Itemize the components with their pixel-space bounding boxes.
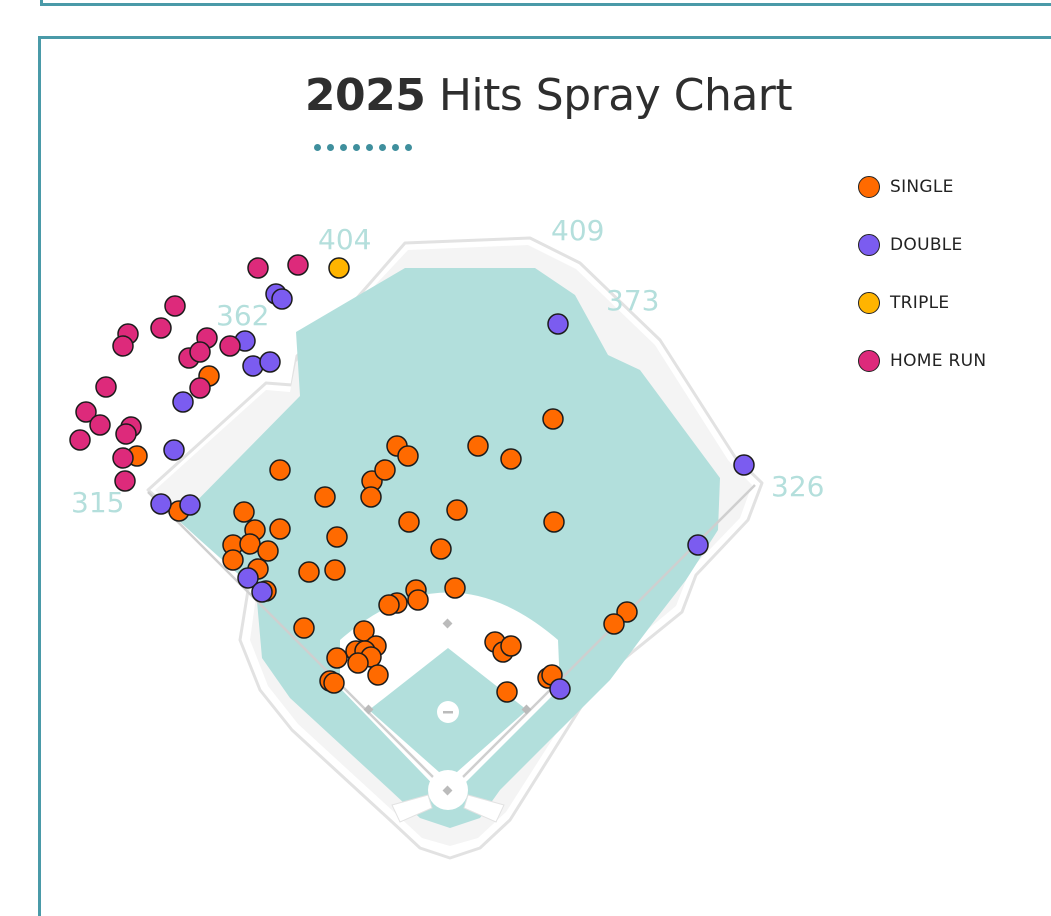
hit-marker-home-run	[150, 317, 172, 339]
hit-marker-home-run	[219, 335, 241, 357]
third-base	[363, 704, 374, 715]
hit-marker-double	[172, 391, 194, 413]
hit-marker-home-run	[114, 470, 136, 492]
legend-item-single: SINGLE	[858, 172, 986, 202]
hit-marker-home-run	[164, 295, 186, 317]
legend-swatch-triple	[858, 292, 880, 314]
hit-marker-single	[269, 518, 291, 540]
hit-marker-home-run	[287, 254, 309, 276]
hit-marker-single	[326, 647, 348, 669]
distance-label-rf: 326	[771, 470, 824, 503]
hit-marker-single	[430, 538, 452, 560]
legend-label-single: SINGLE	[890, 177, 954, 197]
legend-label-triple: TRIPLE	[890, 293, 950, 313]
hit-marker-single	[444, 577, 466, 599]
hit-marker-single	[542, 408, 564, 430]
hit-marker-single	[378, 594, 400, 616]
hit-marker-home-run	[247, 257, 269, 279]
hit-marker-double	[271, 288, 293, 310]
batters-box-left	[391, 794, 433, 823]
hit-markers	[69, 254, 755, 703]
hit-marker-home-run	[115, 423, 137, 445]
title-text: Hits Spray Chart	[438, 70, 793, 121]
hit-marker-single	[543, 511, 565, 533]
hit-marker-single	[233, 501, 255, 523]
hit-marker-single	[446, 499, 468, 521]
hit-marker-single	[603, 613, 625, 635]
legend-item-home-run: HOME RUN	[858, 346, 986, 376]
hit-marker-single	[407, 589, 429, 611]
hit-marker-single	[298, 561, 320, 583]
hit-marker-home-run	[189, 341, 211, 363]
hit-marker-home-run	[95, 376, 117, 398]
pitchers-rubber	[443, 711, 453, 714]
batters-box-right	[463, 794, 505, 823]
hit-marker-single	[293, 617, 315, 639]
hit-marker-single	[500, 635, 522, 657]
hit-marker-double	[179, 494, 201, 516]
top-panel-border	[40, 0, 1051, 6]
hit-marker-home-run	[69, 429, 91, 451]
hit-marker-home-run	[89, 414, 111, 436]
hit-marker-double	[687, 534, 709, 556]
legend-swatch-single	[858, 176, 880, 198]
legend-swatch-double	[858, 234, 880, 256]
distance-label-lc: 362	[216, 299, 269, 332]
hit-marker-double	[547, 313, 569, 335]
spray-chart-field: 404 409 373 362 315 326	[69, 214, 824, 860]
hit-marker-double	[237, 567, 259, 589]
second-base	[442, 618, 453, 629]
hit-marker-single	[500, 448, 522, 470]
hit-marker-single	[222, 549, 244, 571]
title-year: 2025	[304, 70, 426, 121]
hit-marker-single	[398, 511, 420, 533]
hit-marker-single	[397, 445, 419, 467]
hit-marker-single	[324, 559, 346, 581]
hit-marker-double	[733, 454, 755, 476]
hit-marker-single	[496, 681, 518, 703]
hit-marker-double	[549, 678, 571, 700]
title-dots-divider	[314, 138, 418, 151]
hit-marker-single	[314, 486, 336, 508]
hit-marker-single	[323, 672, 345, 694]
hit-marker-single	[257, 540, 279, 562]
chart-legend: SINGLE DOUBLE TRIPLE HOME RUN	[858, 172, 986, 404]
hit-marker-double	[251, 581, 273, 603]
hit-marker-single	[374, 459, 396, 481]
legend-label-home-run: HOME RUN	[890, 351, 987, 371]
hit-marker-single	[239, 533, 261, 555]
chart-panel-border	[38, 36, 1051, 916]
chart-title: 2025 Hits Spray Chart	[0, 70, 1051, 121]
hit-marker-single	[347, 652, 369, 674]
hit-marker-single	[326, 526, 348, 548]
hit-marker-single	[360, 486, 382, 508]
left-foul-line	[147, 491, 449, 793]
hit-marker-home-run	[112, 447, 134, 469]
hit-marker-double	[150, 493, 172, 515]
distance-label-rc: 373	[606, 284, 659, 317]
legend-swatch-home-run	[858, 350, 880, 372]
legend-item-double: DOUBLE	[858, 230, 986, 260]
distance-label-lf: 315	[71, 486, 124, 519]
distance-label-cf: 404	[318, 223, 371, 256]
hit-marker-single	[367, 664, 389, 686]
legend-item-triple: TRIPLE	[858, 288, 986, 318]
hit-marker-double	[259, 351, 281, 373]
legend-label-double: DOUBLE	[890, 235, 963, 255]
hit-marker-single	[269, 459, 291, 481]
home-plate	[442, 785, 453, 796]
hit-marker-home-run	[75, 401, 97, 423]
first-base	[521, 704, 532, 715]
hit-marker-double	[163, 439, 185, 461]
hit-marker-triple	[328, 257, 350, 279]
hit-marker-home-run	[112, 335, 134, 357]
hit-marker-home-run	[189, 377, 211, 399]
hit-marker-single	[467, 435, 489, 457]
distance-label-rcf: 409	[551, 214, 604, 247]
